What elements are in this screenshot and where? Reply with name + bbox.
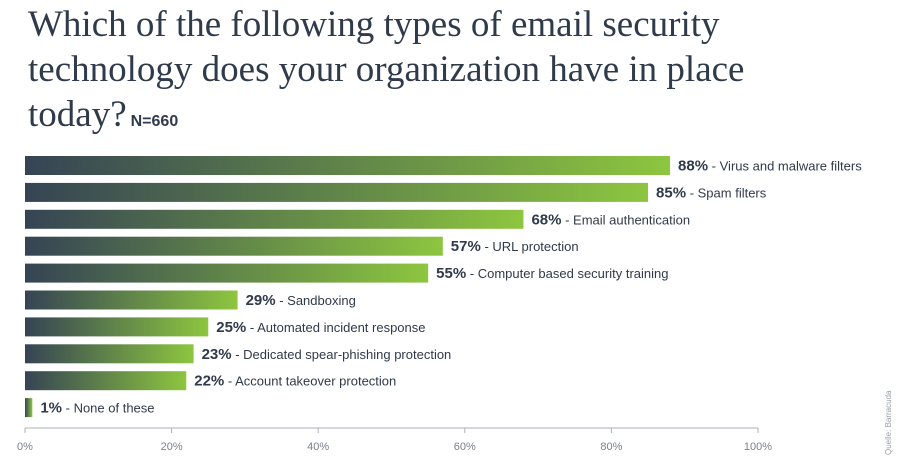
- x-tick-label: 60%: [454, 441, 476, 453]
- bar-label-2: 85% - Spam filters: [656, 184, 767, 201]
- bar-label-1: 88% - Virus and malware filters: [678, 158, 862, 175]
- bar-label-10: 1% - None of these: [40, 400, 154, 417]
- x-tick-label: 80%: [600, 441, 622, 453]
- bar-6: [25, 290, 238, 310]
- category-label: - Email authentication: [561, 212, 690, 227]
- x-tick-label: 40%: [307, 441, 329, 453]
- category-label: - Sandboxing: [276, 293, 356, 308]
- x-tick-label: 0%: [17, 441, 33, 453]
- category-label: - URL protection: [481, 239, 579, 254]
- bar-2: [25, 182, 649, 202]
- bar-4: [25, 236, 443, 256]
- category-label: - Spam filters: [686, 185, 767, 200]
- value-label: 88%: [678, 158, 708, 175]
- category-label: - Automated incident response: [246, 320, 425, 335]
- bar-label-7: 25% - Automated incident response: [216, 319, 425, 336]
- chart-title-block: Which of the following types of email se…: [28, 2, 788, 144]
- source-credit: Quelle: Barracuda: [884, 390, 893, 455]
- category-label: - Computer based security training: [466, 266, 668, 281]
- value-label: 1%: [40, 400, 62, 417]
- value-label: 85%: [656, 184, 686, 201]
- category-label: - None of these: [62, 401, 155, 416]
- value-label: 68%: [531, 211, 561, 228]
- chart-subtitle: N=660: [130, 113, 179, 130]
- bar-label-6: 29% - Sandboxing: [246, 292, 356, 309]
- x-tick-label: 100%: [744, 441, 772, 453]
- bar-3: [25, 209, 524, 229]
- category-label: - Account takeover protection: [224, 374, 396, 389]
- value-label: 55%: [436, 265, 466, 282]
- bar-label-9: 22% - Account takeover protection: [194, 373, 396, 390]
- value-label: 25%: [216, 319, 246, 336]
- value-label: 22%: [194, 373, 224, 390]
- chart-title: Which of the following types of email se…: [28, 4, 745, 135]
- bar-label-3: 68% - Email authentication: [531, 211, 690, 228]
- category-label: - Dedicated spear-phishing protection: [232, 347, 452, 362]
- bar-9: [25, 371, 187, 391]
- value-label: 23%: [202, 346, 232, 363]
- bar-7: [25, 317, 209, 337]
- bar-10: [25, 398, 33, 418]
- x-tick-label: 20%: [161, 441, 183, 453]
- bar-1: [25, 156, 671, 175]
- bar-label-8: 23% - Dedicated spear-phishing protectio…: [202, 346, 452, 363]
- bar-5: [25, 263, 429, 283]
- category-label: - Virus and malware filters: [708, 159, 862, 174]
- value-label: 57%: [451, 238, 481, 255]
- bar-8: [25, 344, 194, 364]
- value-label: 29%: [246, 292, 276, 309]
- bar-label-4: 57% - URL protection: [451, 238, 579, 255]
- bar-label-5: 55% - Computer based security training: [436, 265, 668, 282]
